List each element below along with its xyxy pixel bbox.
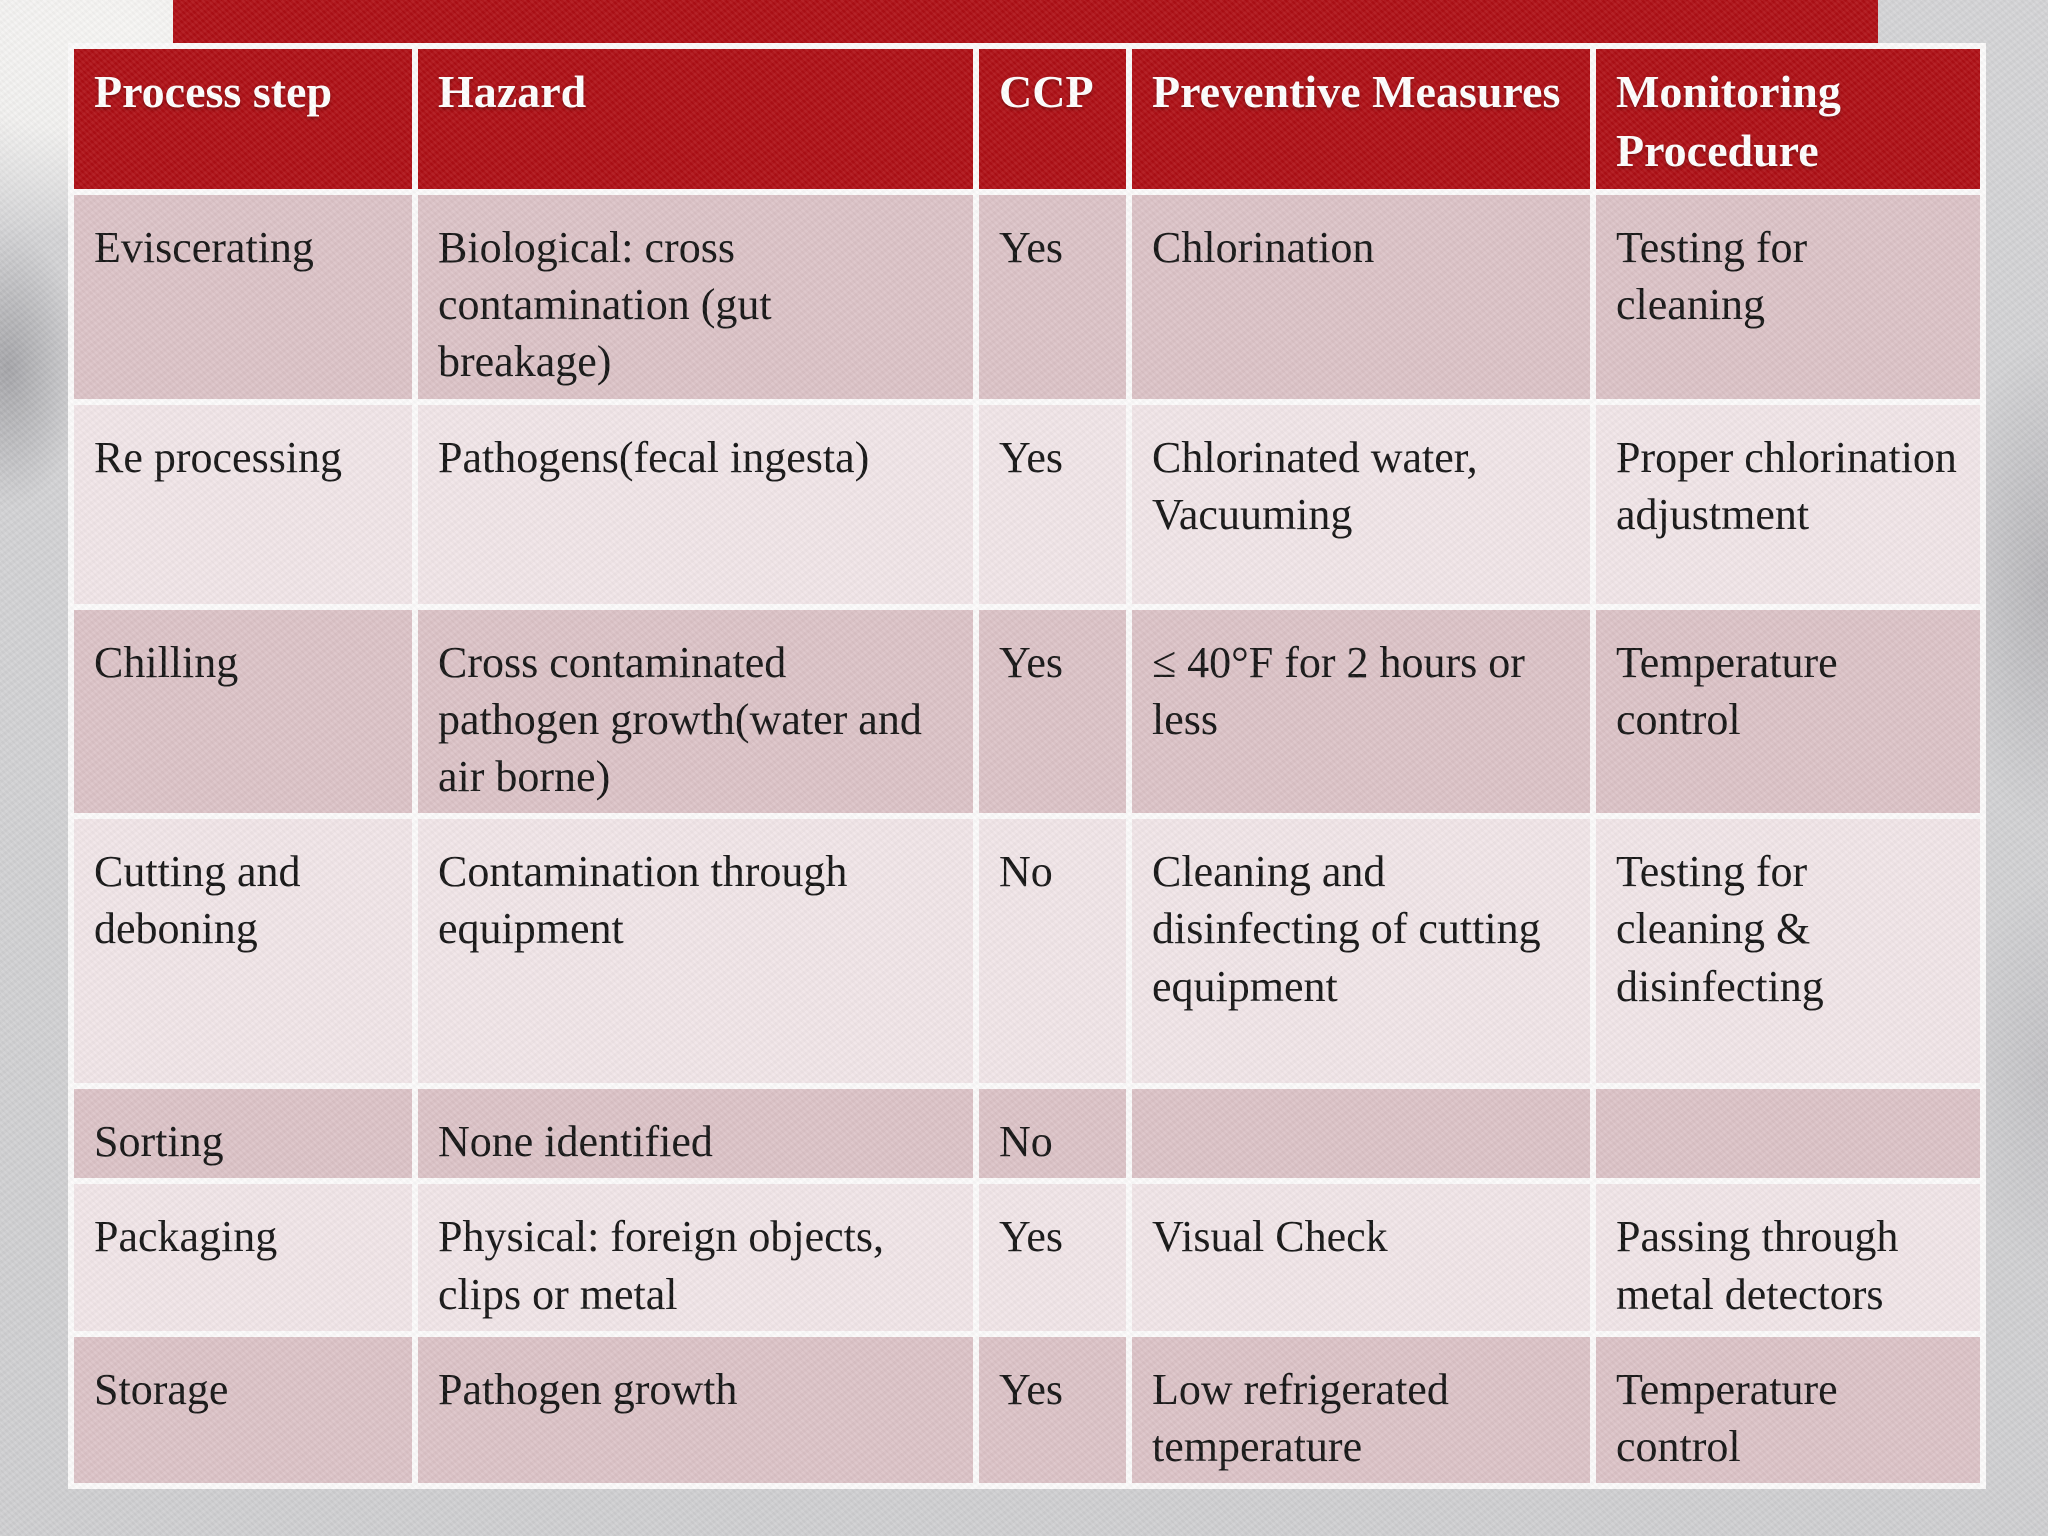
cell-hazard: Pathogens(fecal ingesta)	[412, 398, 979, 610]
cell-ccp: Yes	[973, 398, 1132, 610]
table-header: Process step Hazard CCP Preventive Measures…	[68, 43, 1986, 195]
cell-ccp: Yes	[973, 1330, 1132, 1490]
cell-monitoring-procedure: Proper chlorination adjustment	[1590, 398, 1986, 610]
cell-preventive-measures: Cleaning and disinfecting of cutting equ…	[1126, 813, 1596, 1090]
table-body: Eviscerating Biological: cross contaminat…	[68, 189, 1986, 1490]
cell-monitoring-procedure: Testing for cleaning & disinfecting	[1590, 813, 1986, 1090]
cell-preventive-measures: Low refrigerated temperature	[1126, 1330, 1596, 1490]
table-row: Re processing Pathogens(fecal ingesta) Yes…	[68, 398, 1986, 610]
cell-preventive-measures: ≤ 40°F for 2 hours or less	[1126, 603, 1596, 820]
slide-accent-top-bar	[173, 0, 1878, 50]
column-header-monitoring-procedure: Monitoring Procedure	[1590, 43, 1986, 195]
cell-preventive-measures: Chlorinated water, Vacuuming	[1126, 398, 1596, 610]
haccp-table: Process step Hazard CCP Preventive Measures…	[68, 43, 1986, 1490]
cell-monitoring-procedure: Temperature control	[1590, 1330, 1986, 1490]
table-row: Cutting and deboning Contamination throug…	[68, 813, 1986, 1090]
cell-monitoring-procedure: Passing through metal detectors	[1590, 1178, 1986, 1337]
column-header-preventive-measures: Preventive Measures	[1126, 43, 1596, 195]
cell-preventive-measures	[1126, 1083, 1596, 1185]
table-row: Storage Pathogen growth Yes Low refrigerate…	[68, 1330, 1986, 1490]
column-header-ccp: CCP	[973, 43, 1132, 195]
cell-hazard: Pathogen growth	[412, 1330, 979, 1490]
cell-ccp: Yes	[973, 1178, 1132, 1337]
header-row: Process step Hazard CCP Preventive Measures…	[68, 43, 1986, 195]
table-row: Packaging Physical: foreign objects, clip…	[68, 1178, 1986, 1337]
cell-process-step: Packaging	[68, 1178, 418, 1337]
cell-hazard: Physical: foreign objects, clips or meta…	[412, 1178, 979, 1337]
cell-process-step: Re processing	[68, 398, 418, 610]
table-row: Eviscerating Biological: cross contaminat…	[68, 189, 1986, 405]
cell-ccp: No	[973, 1083, 1132, 1185]
cell-hazard: None identified	[412, 1083, 979, 1185]
cell-monitoring-procedure	[1590, 1083, 1986, 1185]
table-row: Sorting None identified No	[68, 1083, 1986, 1185]
cell-ccp: No	[973, 813, 1132, 1090]
table-row: Chilling Cross contaminated pathogen grow…	[68, 603, 1986, 820]
cell-hazard: Contamination through equipment	[412, 813, 979, 1090]
cell-ccp: Yes	[973, 603, 1132, 820]
cell-preventive-measures: Chlorination	[1126, 189, 1596, 405]
cell-ccp: Yes	[973, 189, 1132, 405]
column-header-process-step: Process step	[68, 43, 418, 195]
cell-process-step: Eviscerating	[68, 189, 418, 405]
cell-process-step: Cutting and deboning	[68, 813, 418, 1090]
cell-monitoring-procedure: Temperature control	[1590, 603, 1986, 820]
cell-hazard: Cross contaminated pathogen growth(water…	[412, 603, 979, 820]
cell-process-step: Sorting	[68, 1083, 418, 1185]
column-header-hazard: Hazard	[412, 43, 979, 195]
cell-preventive-measures: Visual Check	[1126, 1178, 1596, 1337]
cell-process-step: Chilling	[68, 603, 418, 820]
cell-monitoring-procedure: Testing for cleaning	[1590, 189, 1986, 405]
cell-process-step: Storage	[68, 1330, 418, 1490]
cell-hazard: Biological: cross contamination (gut bre…	[412, 189, 979, 405]
